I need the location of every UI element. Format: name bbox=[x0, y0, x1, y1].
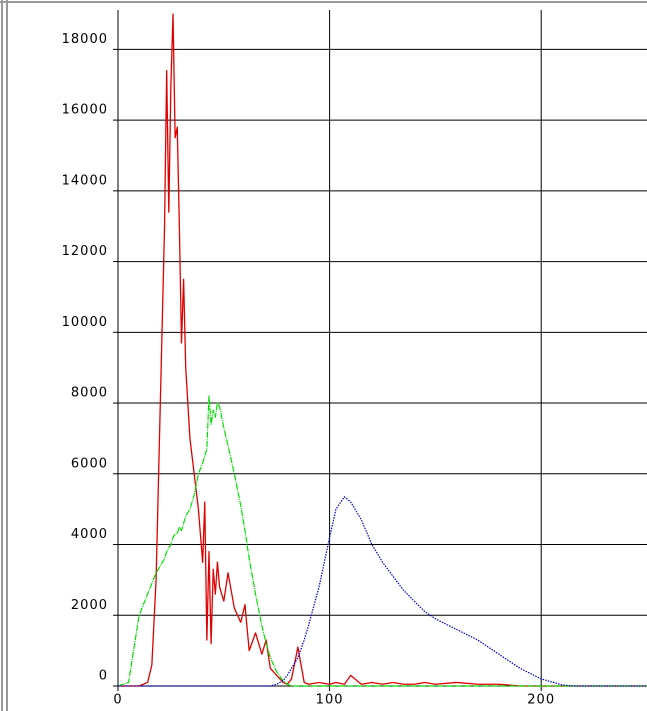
x-tick-label: 100 bbox=[316, 693, 344, 708]
x-tick-label: 200 bbox=[527, 693, 555, 708]
y-tick-label: 10000 bbox=[62, 315, 108, 330]
y-tick-label: 18000 bbox=[62, 32, 108, 47]
y-tick-label: 12000 bbox=[62, 244, 108, 259]
y-tick-label: 14000 bbox=[62, 173, 108, 188]
series-line bbox=[117, 395, 647, 687]
series-line bbox=[118, 13, 647, 687]
plot-area: 0200040006000800010000120001400016000180… bbox=[62, 10, 647, 708]
y-tick-label: 8000 bbox=[71, 386, 108, 401]
series-line bbox=[118, 496, 647, 687]
y-tick-label: 2000 bbox=[71, 598, 108, 613]
y-tick-label: 0 bbox=[99, 669, 108, 684]
y-tick-label: 6000 bbox=[71, 456, 108, 471]
y-tick-label: 4000 bbox=[71, 527, 108, 542]
y-tick-label: 16000 bbox=[62, 103, 108, 118]
x-tick-label: 0 bbox=[113, 693, 122, 708]
